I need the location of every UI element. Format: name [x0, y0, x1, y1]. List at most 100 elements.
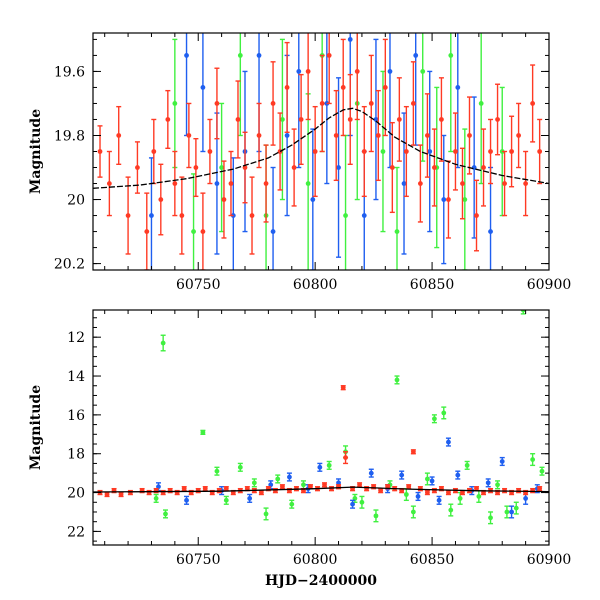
data-point-red-59 [523, 150, 529, 217]
model-curve [93, 486, 549, 493]
data-point-green-22 [504, 505, 510, 519]
axes-frame [92, 309, 550, 546]
data-point-red-62 [530, 487, 536, 494]
data-point-red-60 [530, 64, 536, 143]
y-tick-label: 14 [67, 369, 85, 385]
x-tick-label: 60800 [293, 552, 338, 568]
series-green [153, 310, 545, 525]
data-point-green-5 [279, 38, 285, 201]
data-point-red-31 [326, 33, 332, 105]
data-point-red-36 [361, 105, 367, 198]
data-point-green-19 [464, 460, 470, 470]
data-point-green-18 [448, 503, 454, 517]
data-point-blue-5 [286, 472, 292, 482]
data-point-red-51 [466, 96, 472, 175]
data-point-green-6 [305, 93, 311, 270]
y-axis-title: Magnitude [28, 385, 44, 470]
data-point-red-4 [134, 141, 140, 194]
data-point-red-39 [382, 38, 388, 137]
data-point-red-44 [417, 144, 423, 223]
data-point-blue-12 [399, 470, 405, 480]
data-point-red-23 [270, 61, 276, 146]
data-point-red-63 [537, 486, 543, 492]
y-tick-label: 19.8 [54, 128, 85, 144]
data-point-red-35 [343, 451, 349, 465]
data-point-red-34 [347, 73, 353, 166]
x-axis-title: HJD−2400000 [265, 573, 377, 589]
y-tick-label: 20.2 [54, 257, 85, 273]
data-point-green-23 [513, 501, 519, 515]
data-point-red-55 [495, 83, 501, 156]
data-point-red-0 [97, 125, 103, 178]
data-point-green-30 [289, 499, 295, 509]
data-point-green-15 [424, 472, 430, 486]
data-point-red-40 [378, 487, 384, 494]
data-point-red-3 [118, 491, 124, 498]
data-point-red-3 [125, 176, 131, 255]
x-tick-label: 60900 [527, 277, 572, 293]
x-tick-label: 60850 [410, 277, 455, 293]
data-point-red-49 [452, 112, 458, 191]
data-point-red-2 [116, 105, 122, 166]
data-point-green-32 [403, 487, 409, 502]
model-curve [93, 107, 549, 189]
y-tick-label: 18 [67, 447, 85, 463]
data-point-blue-14 [429, 476, 435, 486]
data-point-red-45 [410, 449, 416, 455]
data-point-red-29 [312, 105, 318, 198]
data-point-red-11 [181, 486, 187, 492]
data-point-green-0 [172, 38, 178, 169]
data-point-red-4 [127, 489, 133, 496]
data-point-green-8 [326, 460, 332, 470]
data-point-red-25 [284, 41, 290, 133]
data-point-red-18 [235, 80, 241, 159]
data-point-red-33 [340, 38, 346, 137]
data-point-red-30 [319, 54, 325, 153]
data-point-blue-10 [368, 468, 374, 478]
x-tick-label: 60750 [176, 552, 221, 568]
data-point-red-48 [445, 160, 451, 239]
data-point-red-26 [291, 128, 297, 207]
data-point-red-25 [279, 484, 285, 490]
data-point-red-17 [223, 486, 229, 492]
data-point-red-9 [167, 487, 173, 494]
data-point-red-50 [445, 489, 451, 496]
data-point-green-6 [275, 474, 281, 484]
data-point-blue-13 [415, 491, 421, 502]
data-point-blue-4 [268, 480, 274, 490]
data-point-red-7 [158, 163, 164, 236]
data-point-red-50 [459, 147, 465, 220]
data-point-blue-1 [184, 495, 190, 505]
data-point-blue-9 [296, 33, 302, 169]
series-red [97, 385, 543, 498]
data-point-green-17 [441, 406, 447, 420]
data-point-green-7 [300, 480, 306, 490]
data-point-red-1 [106, 150, 112, 217]
data-point-green-26 [539, 466, 545, 476]
data-point-red-27 [298, 73, 304, 166]
data-point-blue-2 [200, 33, 206, 153]
data-point-red-41 [396, 77, 402, 162]
data-point-red-35 [354, 33, 360, 121]
data-point-blue-3 [247, 493, 253, 503]
data-point-red-48 [431, 487, 437, 494]
data-point-red-17 [228, 150, 234, 217]
data-point-red-5 [144, 192, 150, 270]
y-tick-label: 20 [67, 486, 85, 502]
data-point-green-2 [219, 102, 225, 233]
data-point-red-54 [488, 118, 494, 185]
data-point-red-13 [200, 192, 206, 270]
data-point-red-8 [165, 89, 171, 149]
data-point-red-53 [481, 128, 487, 207]
data-point-green-4 [251, 478, 257, 488]
data-point-red-6 [146, 489, 152, 496]
data-point-green-16 [478, 33, 484, 185]
data-point-green-12 [420, 33, 426, 162]
panel-1: 60750 60800 60850 60900 19.6 19.8 20 20.2 Magnit… [28, 32, 572, 293]
y-tick-label: 19.6 [54, 64, 85, 80]
data-point-blue-19 [427, 70, 433, 233]
data-point-blue-17 [455, 470, 461, 480]
x-tick-label: 60850 [410, 552, 455, 568]
y-tick-label: 12 [67, 330, 85, 346]
